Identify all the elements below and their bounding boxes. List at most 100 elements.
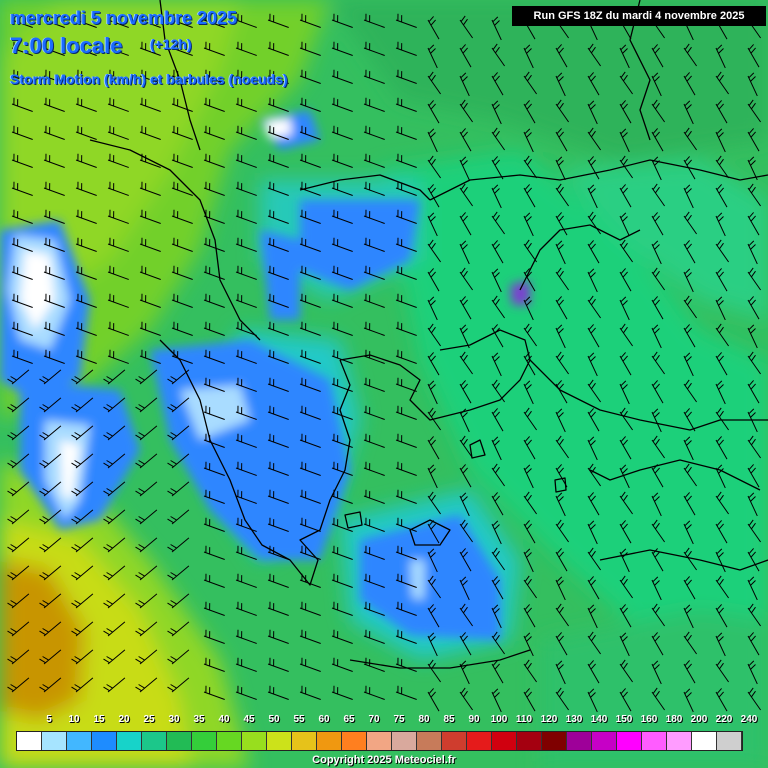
wind-barb <box>267 321 289 336</box>
wind-barb <box>491 324 504 348</box>
legend-value: 90 <box>468 714 480 725</box>
wind-barb <box>43 293 65 308</box>
wind-barb <box>363 13 385 28</box>
wind-barb <box>395 181 417 196</box>
wind-barb <box>459 15 474 39</box>
wind-barb <box>619 659 634 683</box>
wind-barb <box>491 547 506 571</box>
wind-barb <box>331 685 353 700</box>
wind-barb <box>715 155 730 179</box>
wind-barb <box>107 69 129 84</box>
wind-barb <box>555 240 566 265</box>
wind-barb <box>235 265 257 280</box>
wind-barb <box>523 128 534 153</box>
wind-barb <box>747 267 762 291</box>
wind-barb <box>523 464 534 489</box>
legend-swatch <box>667 732 692 750</box>
wind-barb <box>555 267 570 291</box>
wind-barb <box>135 509 158 525</box>
wind-barb <box>587 576 600 600</box>
wind-barb <box>139 41 161 56</box>
wind-barb <box>491 408 504 432</box>
wind-barb <box>747 351 762 375</box>
wind-barb <box>71 453 94 469</box>
wind-barb <box>331 69 353 84</box>
wind-barb <box>267 405 289 420</box>
wind-barb <box>683 240 696 264</box>
wind-barb <box>203 265 225 280</box>
wind-barb <box>395 41 417 56</box>
wind-barb <box>651 576 662 601</box>
wind-barb <box>39 425 62 441</box>
wind-barb <box>331 13 353 28</box>
wind-barb <box>135 593 158 609</box>
wind-barb <box>651 519 666 543</box>
wind-barb <box>135 481 158 497</box>
wind-barb <box>203 629 225 644</box>
wind-barb <box>747 99 762 123</box>
wind-barb <box>491 576 504 600</box>
wind-barb <box>7 369 30 385</box>
wind-barb <box>39 509 62 525</box>
wind-barb <box>7 593 30 609</box>
wind-barb <box>7 453 30 469</box>
wind-barb <box>363 517 385 532</box>
wind-barb <box>651 408 662 433</box>
wind-barb <box>171 69 193 84</box>
wind-barb <box>683 352 694 377</box>
wind-barb <box>203 405 225 420</box>
wind-barb <box>459 296 472 320</box>
wind-barb <box>103 509 126 525</box>
wind-barb <box>139 69 161 84</box>
wind-barb <box>555 296 568 320</box>
wind-barb <box>747 660 758 685</box>
wind-barb <box>747 408 758 433</box>
wind-barb <box>651 380 664 404</box>
wind-barb <box>683 100 694 125</box>
wind-barb <box>715 632 726 657</box>
wind-barb <box>427 659 442 683</box>
legend-swatch <box>292 732 317 750</box>
wind-barb <box>167 397 190 413</box>
wind-barb <box>331 489 353 504</box>
wind-barb <box>459 464 472 488</box>
wind-barb <box>683 268 694 293</box>
wind-barb <box>203 433 225 448</box>
legend-swatch <box>117 732 142 750</box>
wind-barb <box>747 687 762 711</box>
legend-value: 20 <box>118 714 130 725</box>
wind-barb <box>43 69 65 84</box>
wind-barb <box>715 407 730 431</box>
wind-barb <box>39 481 62 497</box>
wind-barb <box>747 380 760 404</box>
wind-barb <box>555 380 568 404</box>
wind-barb <box>747 240 758 265</box>
wind-barb <box>267 265 289 280</box>
wind-barb <box>203 125 225 140</box>
wind-barb <box>427 407 442 431</box>
wind-barb <box>459 324 470 349</box>
wind-barb <box>235 13 257 28</box>
wind-barb <box>619 407 634 431</box>
wind-barb <box>555 72 566 97</box>
wind-barb <box>235 573 257 588</box>
wind-barb <box>555 183 570 207</box>
wind-barb <box>7 397 30 413</box>
wind-barb <box>555 519 570 543</box>
wind-barb <box>395 657 417 672</box>
wind-barb <box>107 265 129 280</box>
wind-barb <box>267 629 289 644</box>
wind-barb <box>331 601 353 616</box>
wind-barb <box>523 155 538 179</box>
wind-barb <box>747 519 762 543</box>
wind-barb <box>427 380 438 405</box>
wind-barb <box>235 181 257 196</box>
wind-barb <box>363 153 385 168</box>
wind-barb <box>331 629 353 644</box>
wind-barb <box>683 520 694 545</box>
wind-barb <box>651 324 662 349</box>
legend-value: 120 <box>540 714 558 725</box>
legend-swatch <box>217 732 242 750</box>
wind-barb <box>71 565 94 581</box>
wind-barb <box>459 212 472 236</box>
